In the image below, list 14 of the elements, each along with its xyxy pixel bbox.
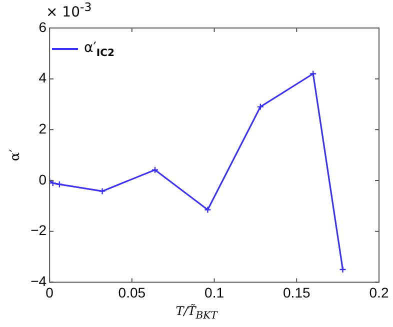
- y-tick-label: 0: [38, 171, 47, 188]
- y-tick-label: −2: [30, 222, 47, 238]
- legend-label: α′$_{IC2}$: [84, 40, 114, 59]
- text: × 10$^{-3}$: [46, 0, 92, 21]
- x-tick-label: 0.05: [118, 284, 146, 300]
- x-tick-label: 0.1: [204, 284, 224, 300]
- y-tick-label: 2: [38, 120, 47, 137]
- y-tick-label: −4: [30, 273, 47, 290]
- y-tick-label: 6: [38, 18, 47, 35]
- y-tick-label: 4: [38, 70, 47, 86]
- y-axis-title: α′: [8, 149, 24, 161]
- x-tick-label: 0.15: [283, 284, 310, 300]
- x-axis-title: T/T̃$_{BKT}$: [174, 304, 219, 322]
- x-tick-label: 0.2: [369, 284, 389, 300]
